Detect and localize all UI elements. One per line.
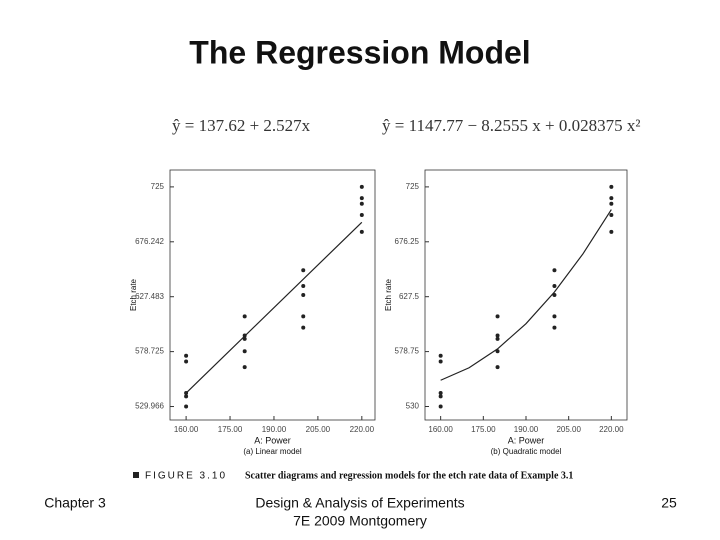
data-point xyxy=(438,394,443,399)
data-point xyxy=(495,314,500,319)
figure-label: FIGURE 3.10 xyxy=(145,471,227,482)
data-point xyxy=(552,268,557,273)
y-tick-label: 725 xyxy=(406,182,420,191)
data-point xyxy=(242,314,247,319)
plot-frame xyxy=(424,169,628,421)
data-point xyxy=(552,293,557,297)
data-point xyxy=(242,333,247,338)
footer-center: Design & Analysis of Experiments xyxy=(255,495,464,511)
y-tick-label: 530 xyxy=(406,402,420,411)
data-point xyxy=(495,333,500,338)
y-tick-label: 578.75 xyxy=(395,347,420,356)
data-point xyxy=(301,268,306,273)
data-point xyxy=(301,293,306,297)
equation: ŷ = 1147.77 − 8.2555 x + 0.028375 x² xyxy=(382,116,640,135)
x-tick-label: 175.00 xyxy=(218,425,243,434)
data-point xyxy=(359,196,364,201)
data-point xyxy=(552,325,557,330)
y-tick-label: 676.242 xyxy=(135,237,164,246)
fit-line xyxy=(440,209,612,381)
data-point xyxy=(184,394,189,399)
x-tick-label: 160.00 xyxy=(174,425,199,434)
data-point xyxy=(438,359,443,364)
x-tick-label: 160.00 xyxy=(428,425,453,434)
data-point xyxy=(609,201,614,206)
data-point xyxy=(359,201,364,206)
footer-left: Chapter 3 xyxy=(44,495,106,511)
chart-caption: (b) Quadratic model xyxy=(491,447,562,456)
data-point xyxy=(242,349,247,354)
data-point xyxy=(552,283,557,288)
fit-line xyxy=(185,221,363,394)
data-point xyxy=(438,390,443,395)
data-point xyxy=(438,404,443,409)
slide-title: The Regression Model xyxy=(189,34,530,70)
y-tick-label: 529.966 xyxy=(135,402,164,411)
x-tick-label: 205.00 xyxy=(306,425,331,434)
data-point xyxy=(609,229,614,234)
data-point xyxy=(301,314,306,319)
page-number: 25 xyxy=(661,495,677,511)
data-point xyxy=(184,390,189,395)
data-point xyxy=(359,184,364,189)
footer-center: 7E 2009 Montgomery xyxy=(293,513,427,529)
y-axis-label: Etch rate xyxy=(129,278,138,311)
data-point xyxy=(184,353,189,358)
data-point xyxy=(552,314,557,319)
data-point xyxy=(184,359,189,364)
x-tick-label: 220.00 xyxy=(350,425,375,434)
data-point xyxy=(301,283,306,288)
y-tick-label: 627.483 xyxy=(135,292,164,301)
data-point xyxy=(609,196,614,201)
data-point xyxy=(495,336,500,341)
y-axis-label: Etch rate xyxy=(384,278,393,311)
data-point xyxy=(242,336,247,341)
y-tick-label: 578.725 xyxy=(135,347,164,356)
x-tick-label: 220.00 xyxy=(599,425,624,434)
data-point xyxy=(359,229,364,234)
x-tick-label: 190.00 xyxy=(262,425,287,434)
plot-frame xyxy=(169,169,376,421)
figure-caption: Scatter diagrams and regression models f… xyxy=(245,470,573,481)
equation: ŷ = 137.62 + 2.527x xyxy=(172,116,311,135)
data-point xyxy=(301,325,306,330)
x-tick-label: 205.00 xyxy=(556,425,581,434)
data-point xyxy=(438,353,443,358)
data-point xyxy=(184,404,189,409)
x-axis-label: A: Power xyxy=(508,435,545,445)
x-tick-label: 190.00 xyxy=(514,425,539,434)
y-tick-label: 676.25 xyxy=(395,237,420,246)
y-tick-label: 627.5 xyxy=(399,292,420,301)
data-point xyxy=(495,349,500,354)
caption-bullet xyxy=(133,472,139,478)
data-point xyxy=(609,184,614,189)
data-point xyxy=(359,213,364,218)
chart-caption: (a) Linear model xyxy=(243,447,301,456)
data-point xyxy=(609,213,614,218)
data-point xyxy=(495,365,500,370)
y-tick-label: 725 xyxy=(151,182,165,191)
data-point xyxy=(242,365,247,370)
x-tick-label: 175.00 xyxy=(471,425,496,434)
x-axis-label: A: Power xyxy=(254,435,291,445)
